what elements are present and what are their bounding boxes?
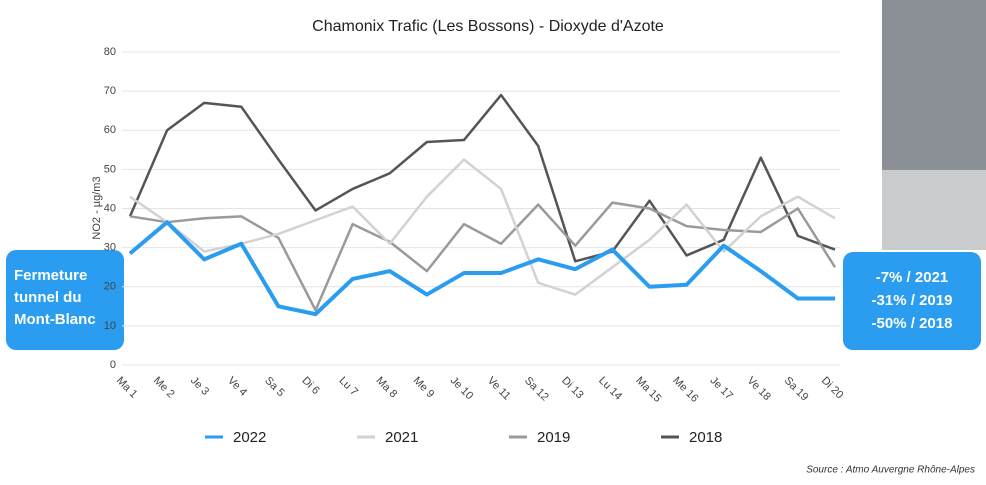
y-tick-label: 40 [104,202,116,214]
right-callout-text: -31% / 2019 [872,292,953,309]
legend-label: 2018 [689,429,722,446]
y-tick-label: 30 [104,242,116,254]
x-tick-label: Ve 4 [225,375,249,399]
x-tick-label: Me 2 [151,375,177,401]
x-tick-label: Ma 15 [633,375,663,405]
series-line [130,222,835,314]
source: Source : Atmo Auvergne Rhône-Alpes [806,465,975,476]
x-tick-label: Di 20 [819,375,846,402]
legend-label: 2021 [385,429,418,446]
x-tick-label: Lu 14 [596,375,624,403]
x-tick-label: Sa 19 [782,375,811,404]
photo-ground [882,170,986,250]
x-tick-label: Je 3 [188,375,211,398]
legend-label: 2022 [233,429,266,446]
x-tick-label: Lu 7 [336,375,360,399]
x-tick-label: Je 17 [708,375,736,403]
y-tick-label: 20 [104,281,116,293]
x-tick-label: Me 16 [670,375,700,405]
x-tick-label: Ve 11 [485,375,513,403]
y-tick-label: 10 [104,320,116,332]
x-tick-label: Di 13 [559,375,586,402]
right-callout-text: -7% / 2021 [876,269,949,286]
y-tick-label: 80 [104,46,116,58]
x-tick-label: Sa 12 [522,375,551,404]
y-tick-label: 50 [104,163,116,175]
y-tick-label: 60 [104,124,116,136]
y-tick-label: 70 [104,85,116,97]
series-line [130,95,835,261]
x-tick-label: Ma 1 [114,375,140,401]
y-axis-label: NO2 - µg/m3 [91,176,103,239]
chart: Chamonix Trafic (Les Bossons) - Dioxyde … [0,0,986,480]
x-tick-label: Sa 5 [262,375,286,399]
x-tick-label: Ve 18 [745,375,773,403]
x-tick-label: Je 10 [448,375,476,403]
y-tick-label: 0 [110,359,116,371]
right-callout-text: -50% / 2018 [872,315,953,332]
series-line [130,203,835,311]
left-callout-text: tunnel du [14,289,82,306]
left-callout-text: Mont-Blanc [14,311,96,328]
x-tick-label: Me 9 [411,375,437,401]
legend-label: 2019 [537,429,570,446]
chart-title: Chamonix Trafic (Les Bossons) - Dioxyde … [312,18,664,35]
x-tick-label: Ma 8 [374,375,400,401]
x-tick-label: Di 6 [299,375,321,397]
left-callout-text: Fermeture [14,267,87,284]
